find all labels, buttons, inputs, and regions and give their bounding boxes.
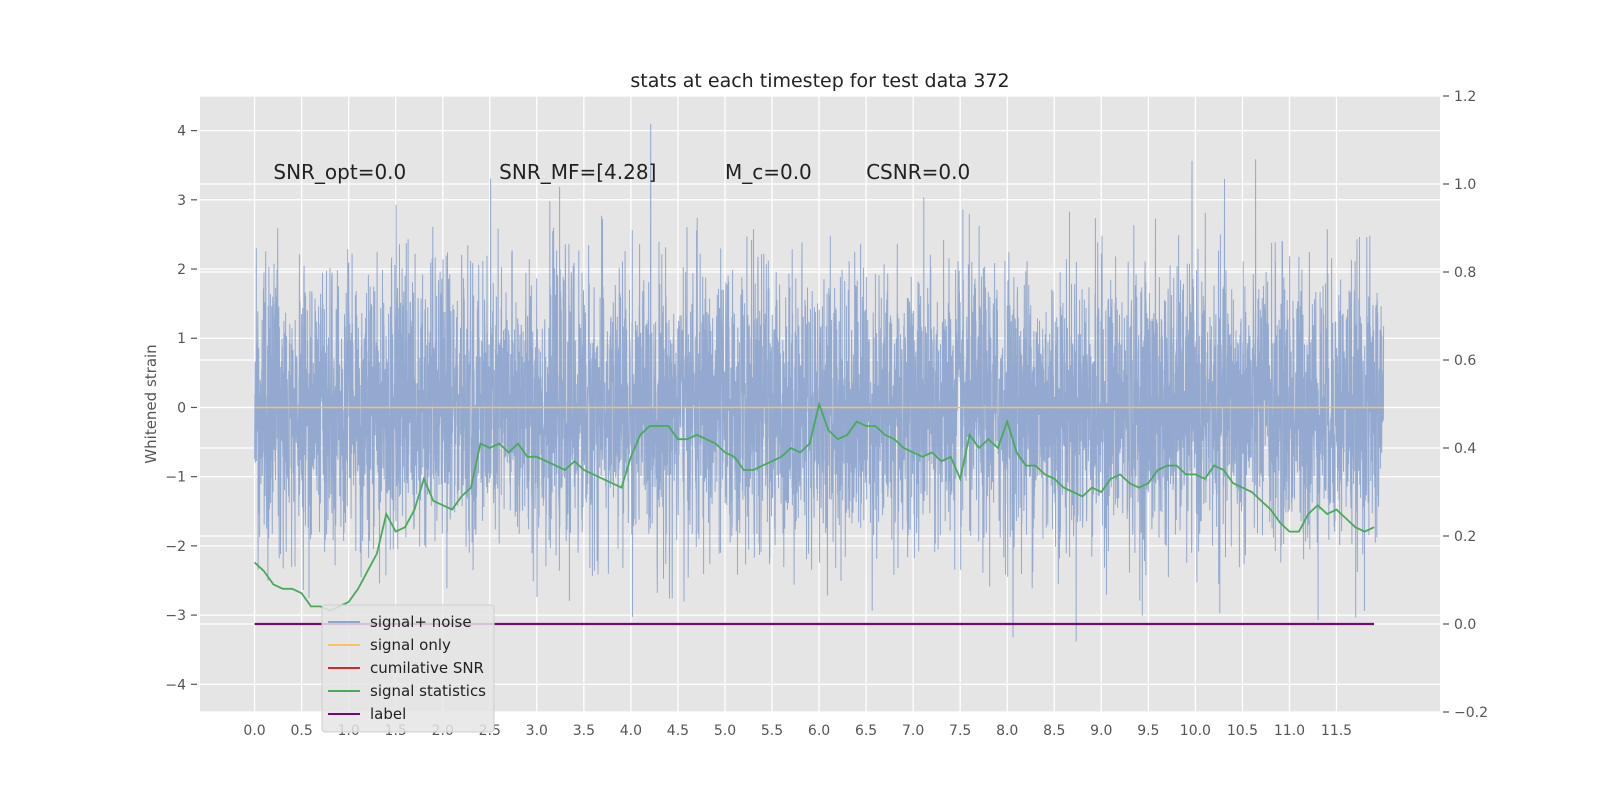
y-axis-label: Whitened strain [142, 344, 160, 463]
y-tick-label: 1 [177, 331, 186, 347]
legend-label: label [370, 705, 406, 723]
x-tick-label: 3.0 [526, 723, 548, 739]
y-tick-label: 0 [177, 400, 186, 416]
y2-tick-label: 0.2 [1454, 529, 1476, 545]
x-tick-label: 6.0 [808, 723, 830, 739]
annotation-text: M_c=0.0 [725, 160, 812, 184]
y-tick-label: 3 [177, 193, 186, 209]
x-axis: 0.00.51.01.52.02.53.03.54.04.55.05.56.06… [243, 723, 1352, 739]
legend-label: cumilative SNR [370, 659, 484, 677]
annotation-text: SNR_MF=[4.28] [499, 160, 656, 184]
x-tick-label: 7.5 [949, 723, 971, 739]
y2-tick-label: 0.6 [1454, 353, 1476, 369]
x-tick-label: 8.5 [1043, 723, 1065, 739]
y-axis-left: 4 3 2 1 0 −1 −2 −3 −4 [165, 124, 197, 693]
x-tick-label: 0.5 [290, 723, 312, 739]
x-tick-label: 7.0 [902, 723, 924, 739]
legend: signal+ noise signal only cumilative SNR si… [321, 604, 495, 733]
x-tick-label: 10.0 [1180, 723, 1211, 739]
x-tick-label: 8.0 [996, 723, 1018, 739]
x-tick-label: 4.5 [667, 723, 689, 739]
x-tick-label: 11.5 [1321, 723, 1352, 739]
legend-box [321, 604, 495, 733]
y-tick-label: 4 [177, 124, 186, 140]
y-tick-label: −1 [165, 470, 186, 486]
series-line-signal-noise [254, 123, 1385, 642]
x-tick-label: 4.0 [620, 723, 642, 739]
annotations: SNR_opt=0.0 SNR_MF=[4.28] M_c=0.0 CSNR=0.0 [273, 160, 970, 184]
x-tick-label: 3.5 [573, 723, 595, 739]
y2-tick-label: 1.2 [1454, 89, 1476, 105]
annotation-text: CSNR=0.0 [866, 160, 970, 184]
y2-tick-label: 1.0 [1454, 177, 1476, 193]
x-tick-label: 10.5 [1227, 723, 1258, 739]
y2-tick-label: 0.4 [1454, 441, 1476, 457]
legend-label: signal statistics [370, 682, 486, 700]
legend-label: signal+ noise [370, 613, 472, 631]
y2-tick-label: −0.2 [1454, 705, 1488, 721]
x-tick-label: 6.5 [855, 723, 877, 739]
y-axis-right: 1.2 1.0 0.8 0.6 0.4 0.2 0.0 −0.2 [1443, 89, 1488, 721]
annotation-text: SNR_opt=0.0 [273, 160, 406, 184]
y-tick-label: −4 [165, 677, 186, 693]
x-tick-label: 0.0 [243, 723, 265, 739]
x-tick-label: 9.0 [1090, 723, 1112, 739]
y-tick-label: −3 [165, 608, 186, 624]
series-signal-noise [254, 123, 1385, 642]
y2-tick-label: 0.0 [1454, 617, 1476, 633]
x-tick-label: 5.5 [761, 723, 783, 739]
series-line-signal-statistics [253, 400, 1375, 612]
x-tick-label: 11.0 [1274, 723, 1305, 739]
chart-title: stats at each timestep for test data 372 [630, 70, 1009, 92]
x-tick-label: 5.0 [714, 723, 736, 739]
y2-tick-label: 0.8 [1454, 265, 1476, 281]
legend-label: signal only [370, 636, 451, 654]
y-tick-label: 2 [177, 262, 186, 278]
y-tick-label: −2 [165, 539, 186, 555]
x-tick-label: 9.5 [1137, 723, 1159, 739]
